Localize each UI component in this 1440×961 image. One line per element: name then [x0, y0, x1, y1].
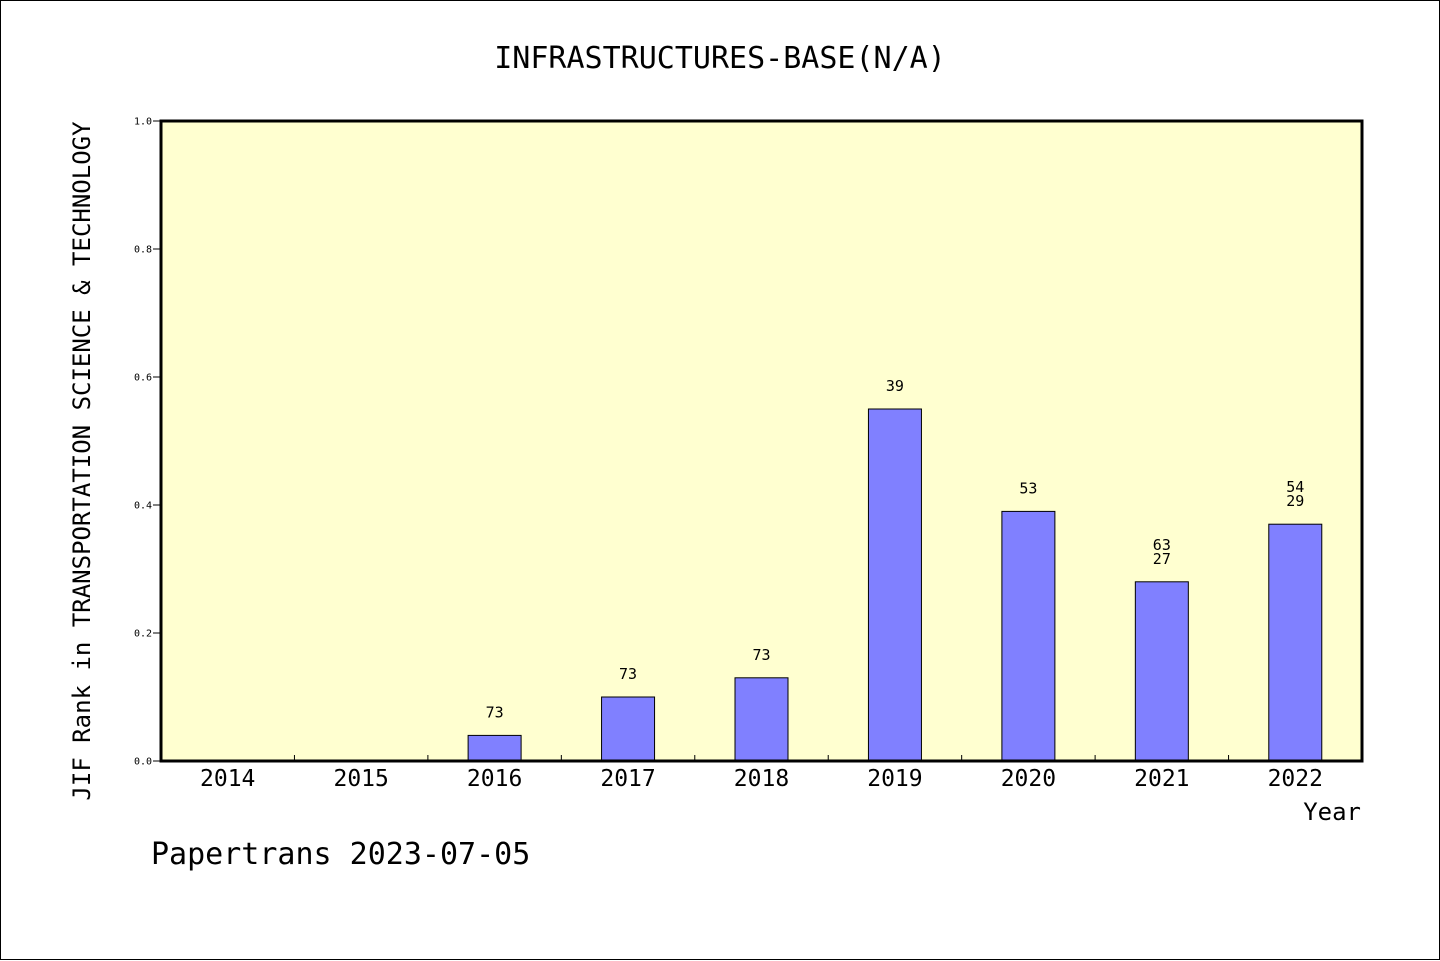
bar-2022: [1268, 523, 1323, 762]
x-tick-label: 2018: [734, 766, 789, 792]
x-tick-label: 2019: [867, 766, 922, 792]
plot-border: [159, 119, 1364, 763]
x-tick-label: 2020: [1001, 766, 1056, 792]
x-tick-label: 2021: [1134, 766, 1189, 792]
data-label: 27: [1153, 550, 1171, 568]
data-label: 73: [752, 646, 770, 664]
y-tick-label: 0.6: [134, 373, 152, 384]
y-tick-label: 1.0: [134, 117, 152, 128]
data-label: 54: [1286, 478, 1304, 496]
y-tick-label: 0.4: [134, 501, 152, 512]
y-tick-label: 0.8: [134, 245, 152, 256]
x-axis-label: Year: [1303, 798, 1361, 826]
bar-2019: [867, 408, 922, 762]
bar-2021: [1134, 581, 1189, 762]
x-tick-label: 2017: [600, 766, 655, 792]
y-axis-label: JIF Rank in TRANSPORTATION SCIENCE & TEC…: [68, 121, 96, 801]
bar-2016: [467, 734, 522, 762]
data-label: 29: [1286, 492, 1304, 510]
x-tick-label: 2022: [1268, 766, 1323, 792]
data-label: 63: [1153, 536, 1171, 554]
y-tick-label: 0.2: [134, 629, 152, 640]
data-label: 73: [486, 703, 504, 721]
chart-title: INFRASTRUCTURES-BASE(N/A): [494, 41, 946, 76]
data-label: 39: [886, 377, 904, 395]
data-label: 53: [1019, 479, 1037, 497]
y-tick-label: 0.0: [134, 757, 152, 768]
bar-2018: [734, 677, 789, 762]
bar-2017: [601, 696, 656, 762]
x-tick-label: 2016: [467, 766, 522, 792]
x-tick-label: 2014: [200, 766, 255, 792]
x-tick-label: 2015: [333, 766, 388, 792]
bar-2020: [1001, 510, 1056, 762]
data-label: 73: [619, 665, 637, 683]
footer-credit: Papertrans 2023-07-05: [151, 837, 530, 872]
